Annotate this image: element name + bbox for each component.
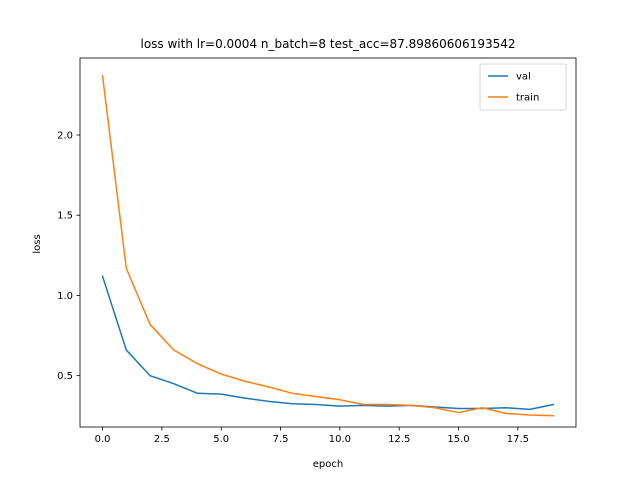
series-layer bbox=[101, 74, 555, 417]
series-line-val bbox=[101, 275, 555, 411]
legend: val train bbox=[479, 63, 567, 111]
chart-title: loss with lr=0.0004 n_batch=8 test_acc=8… bbox=[141, 37, 516, 51]
x-tick-label: 12.5 bbox=[388, 434, 410, 445]
plot-frame bbox=[79, 57, 577, 428]
y-axis-label: loss bbox=[32, 234, 43, 253]
x-tick-label: 5.0 bbox=[213, 434, 229, 445]
x-tick-label: 2.5 bbox=[154, 434, 170, 445]
x-tick-label: 15.0 bbox=[447, 434, 469, 445]
legend-label-train: train bbox=[516, 93, 539, 104]
axes: 0.0 2.5 5.0 7.5 10.0 12.5 15.0 17.5 0.5 1.0 1.5 2.0 bbox=[57, 57, 577, 445]
x-axis-label: epoch bbox=[313, 459, 343, 470]
legend-label-val: val bbox=[516, 72, 531, 83]
x-tick-label: 10.0 bbox=[329, 434, 351, 445]
series-line-train bbox=[101, 74, 555, 417]
y-tick-label: 1.0 bbox=[57, 291, 73, 302]
x-tick-label: 17.5 bbox=[507, 434, 529, 445]
y-tick-label: 2.0 bbox=[57, 131, 73, 142]
y-tick-label: 1.5 bbox=[57, 211, 73, 222]
x-tick-label: 7.5 bbox=[273, 434, 289, 445]
y-tick-label: 0.5 bbox=[57, 371, 73, 382]
x-tick-label: 0.0 bbox=[95, 434, 111, 445]
